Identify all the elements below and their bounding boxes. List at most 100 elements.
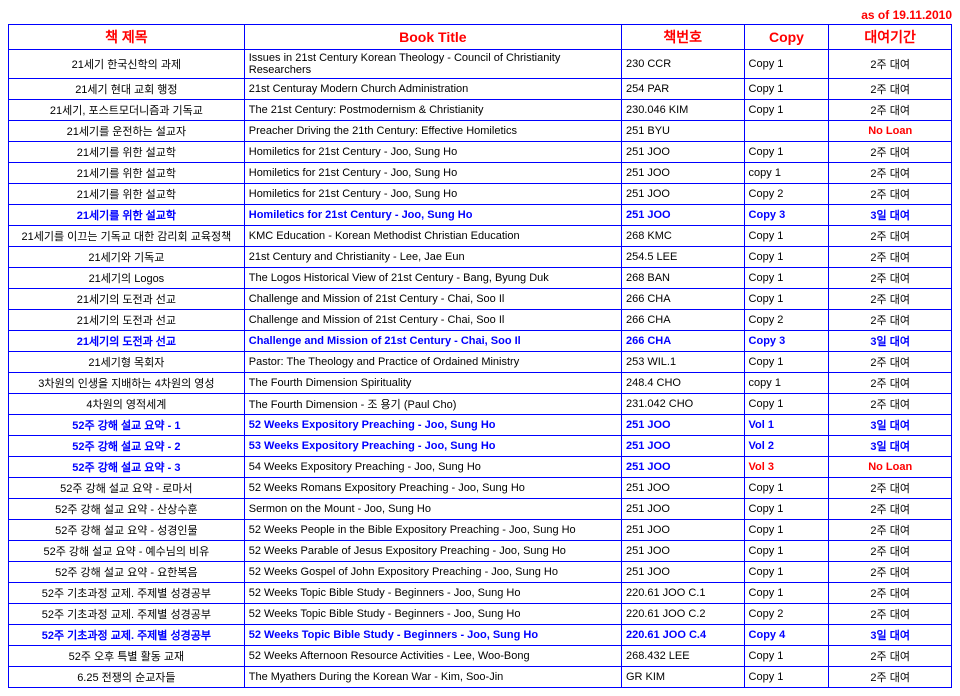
table-cell: 220.61 JOO C.1: [621, 583, 744, 604]
table-cell: Copy 4: [744, 625, 829, 646]
table-cell: 268 BAN: [621, 268, 744, 289]
table-cell: 2주 대여: [829, 50, 952, 79]
table-cell: 2주 대여: [829, 562, 952, 583]
table-row: 21세기를 운전하는 설교자Preacher Driving the 21th …: [9, 121, 952, 142]
table-cell: Copy 1: [744, 394, 829, 415]
table-cell: 251 JOO: [621, 457, 744, 478]
table-cell: 231.042 CHO: [621, 394, 744, 415]
table-cell: 2주 대여: [829, 310, 952, 331]
table-row: 21세기의 도전과 선교Challenge and Mission of 21s…: [9, 289, 952, 310]
table-cell: 2주 대여: [829, 142, 952, 163]
table-cell: 3일 대여: [829, 415, 952, 436]
table-cell: 21세기를 운전하는 설교자: [9, 121, 245, 142]
table-row: 21세기의 LogosThe Logos Historical View of …: [9, 268, 952, 289]
table-cell: The 21st Century: Postmodernism & Christ…: [244, 100, 621, 121]
table-cell: Copy 1: [744, 50, 829, 79]
table-cell: Homiletics for 21st Century - Joo, Sung …: [244, 205, 621, 226]
table-cell: Vol 1: [744, 415, 829, 436]
table-cell: 53 Weeks Expository Preaching - Joo, Sun…: [244, 436, 621, 457]
table-cell: Homiletics for 21st Century - Joo, Sung …: [244, 184, 621, 205]
table-cell: 21세기 한국신학의 과제: [9, 50, 245, 79]
table-cell: 2주 대여: [829, 163, 952, 184]
table-cell: 52 Weeks Topic Bible Study - Beginners -…: [244, 625, 621, 646]
table-cell: 52주 기초과정 교제. 주제별 성경공부: [9, 604, 245, 625]
table-cell: 52 Weeks Parable of Jesus Expository Pre…: [244, 541, 621, 562]
table-cell: 251 JOO: [621, 184, 744, 205]
header-book-no: 책번호: [621, 25, 744, 50]
table-cell: Copy 1: [744, 499, 829, 520]
table-cell: Copy 1: [744, 667, 829, 688]
table-cell: 21세기를 위한 설교학: [9, 142, 245, 163]
table-row: 52주 강해 설교 요약 - 로마서52 Weeks Romans Exposi…: [9, 478, 952, 499]
table-cell: 254.5 LEE: [621, 247, 744, 268]
table-cell: Sermon on the Mount - Joo, Sung Ho: [244, 499, 621, 520]
as-of-date: as of 19.11.2010: [8, 8, 952, 22]
table-cell: 52 Weeks Afternoon Resource Activities -…: [244, 646, 621, 667]
table-cell: 2주 대여: [829, 184, 952, 205]
table-row: 21세기를 위한 설교학Homiletics for 21st Century …: [9, 163, 952, 184]
table-cell: 52 Weeks Expository Preaching - Joo, Sun…: [244, 415, 621, 436]
header-en-title: Book Title: [244, 25, 621, 50]
table-cell: 2주 대여: [829, 583, 952, 604]
table-cell: 52주 강해 설교 요약 - 산상수훈: [9, 499, 245, 520]
table-row: 21세기 한국신학의 과제Issues in 21st Century Kore…: [9, 50, 952, 79]
table-cell: 52 Weeks Topic Bible Study - Beginners -…: [244, 604, 621, 625]
table-cell: Pastor: The Theology and Practice of Ord…: [244, 352, 621, 373]
table-cell: 21세기를 위한 설교학: [9, 205, 245, 226]
table-row: 21세기를 위한 설교학Homiletics for 21st Century …: [9, 205, 952, 226]
table-cell: 266 CHA: [621, 310, 744, 331]
table-cell: Copy 1: [744, 79, 829, 100]
table-cell: 3일 대여: [829, 331, 952, 352]
table-body: 21세기 한국신학의 과제Issues in 21st Century Kore…: [9, 50, 952, 688]
table-cell: 2주 대여: [829, 394, 952, 415]
table-row: 3차원의 인생을 지배하는 4차원의 영성The Fourth Dimensio…: [9, 373, 952, 394]
table-cell: The Logos Historical View of 21st Centur…: [244, 268, 621, 289]
table-cell: Copy 1: [744, 520, 829, 541]
table-cell: Copy 1: [744, 289, 829, 310]
table-cell: Copy 1: [744, 562, 829, 583]
table-cell: 251 JOO: [621, 541, 744, 562]
table-cell: 21st Centuray Modern Church Administrati…: [244, 79, 621, 100]
table-cell: Copy 2: [744, 310, 829, 331]
table-cell: 251 JOO: [621, 520, 744, 541]
table-row: 52주 강해 설교 요약 - 354 Weeks Expository Prea…: [9, 457, 952, 478]
table-cell: 230 CCR: [621, 50, 744, 79]
table-row: 21세기, 포스트모더니즘과 기독교The 21st Century: Post…: [9, 100, 952, 121]
table-cell: 251 JOO: [621, 478, 744, 499]
table-cell: 52주 기초과정 교제. 주제별 성경공부: [9, 625, 245, 646]
table-cell: 21st Century and Christianity - Lee, Jae…: [244, 247, 621, 268]
table-cell: The Myathers During the Korean War - Kim…: [244, 667, 621, 688]
table-cell: 2주 대여: [829, 226, 952, 247]
table-row: 21세기의 도전과 선교Challenge and Mission of 21s…: [9, 310, 952, 331]
table-cell: Copy 1: [744, 541, 829, 562]
table-cell: Copy 1: [744, 268, 829, 289]
table-cell: Issues in 21st Century Korean Theology -…: [244, 50, 621, 79]
book-table: 책 제목 Book Title 책번호 Copy 대여기간 21세기 한국신학의…: [8, 24, 952, 688]
table-cell: [744, 121, 829, 142]
table-cell: Homiletics for 21st Century - Joo, Sung …: [244, 163, 621, 184]
table-cell: 3일 대여: [829, 625, 952, 646]
table-row: 21세기형 목회자Pastor: The Theology and Practi…: [9, 352, 952, 373]
table-cell: 52 Weeks Gospel of John Expository Preac…: [244, 562, 621, 583]
table-cell: 251 JOO: [621, 499, 744, 520]
table-cell: copy 1: [744, 163, 829, 184]
table-cell: Copy 1: [744, 226, 829, 247]
table-cell: 2주 대여: [829, 373, 952, 394]
table-cell: Copy 1: [744, 478, 829, 499]
table-cell: Copy 1: [744, 142, 829, 163]
table-cell: No Loan: [829, 121, 952, 142]
table-cell: 268 KMC: [621, 226, 744, 247]
table-cell: Copy 1: [744, 247, 829, 268]
table-cell: KMC Education - Korean Methodist Christi…: [244, 226, 621, 247]
table-cell: 21세기를 이끄는 기독교 대한 감리회 교육정책: [9, 226, 245, 247]
table-cell: 251 JOO: [621, 436, 744, 457]
table-cell: 266 CHA: [621, 331, 744, 352]
table-row: 52주 강해 설교 요약 - 성경인물52 Weeks People in th…: [9, 520, 952, 541]
table-cell: copy 1: [744, 373, 829, 394]
table-cell: Challenge and Mission of 21st Century - …: [244, 310, 621, 331]
table-cell: 21세기의 도전과 선교: [9, 289, 245, 310]
table-cell: Preacher Driving the 21th Century: Effec…: [244, 121, 621, 142]
table-cell: 2주 대여: [829, 100, 952, 121]
table-cell: 52주 강해 설교 요약 - 1: [9, 415, 245, 436]
table-cell: 2주 대여: [829, 352, 952, 373]
